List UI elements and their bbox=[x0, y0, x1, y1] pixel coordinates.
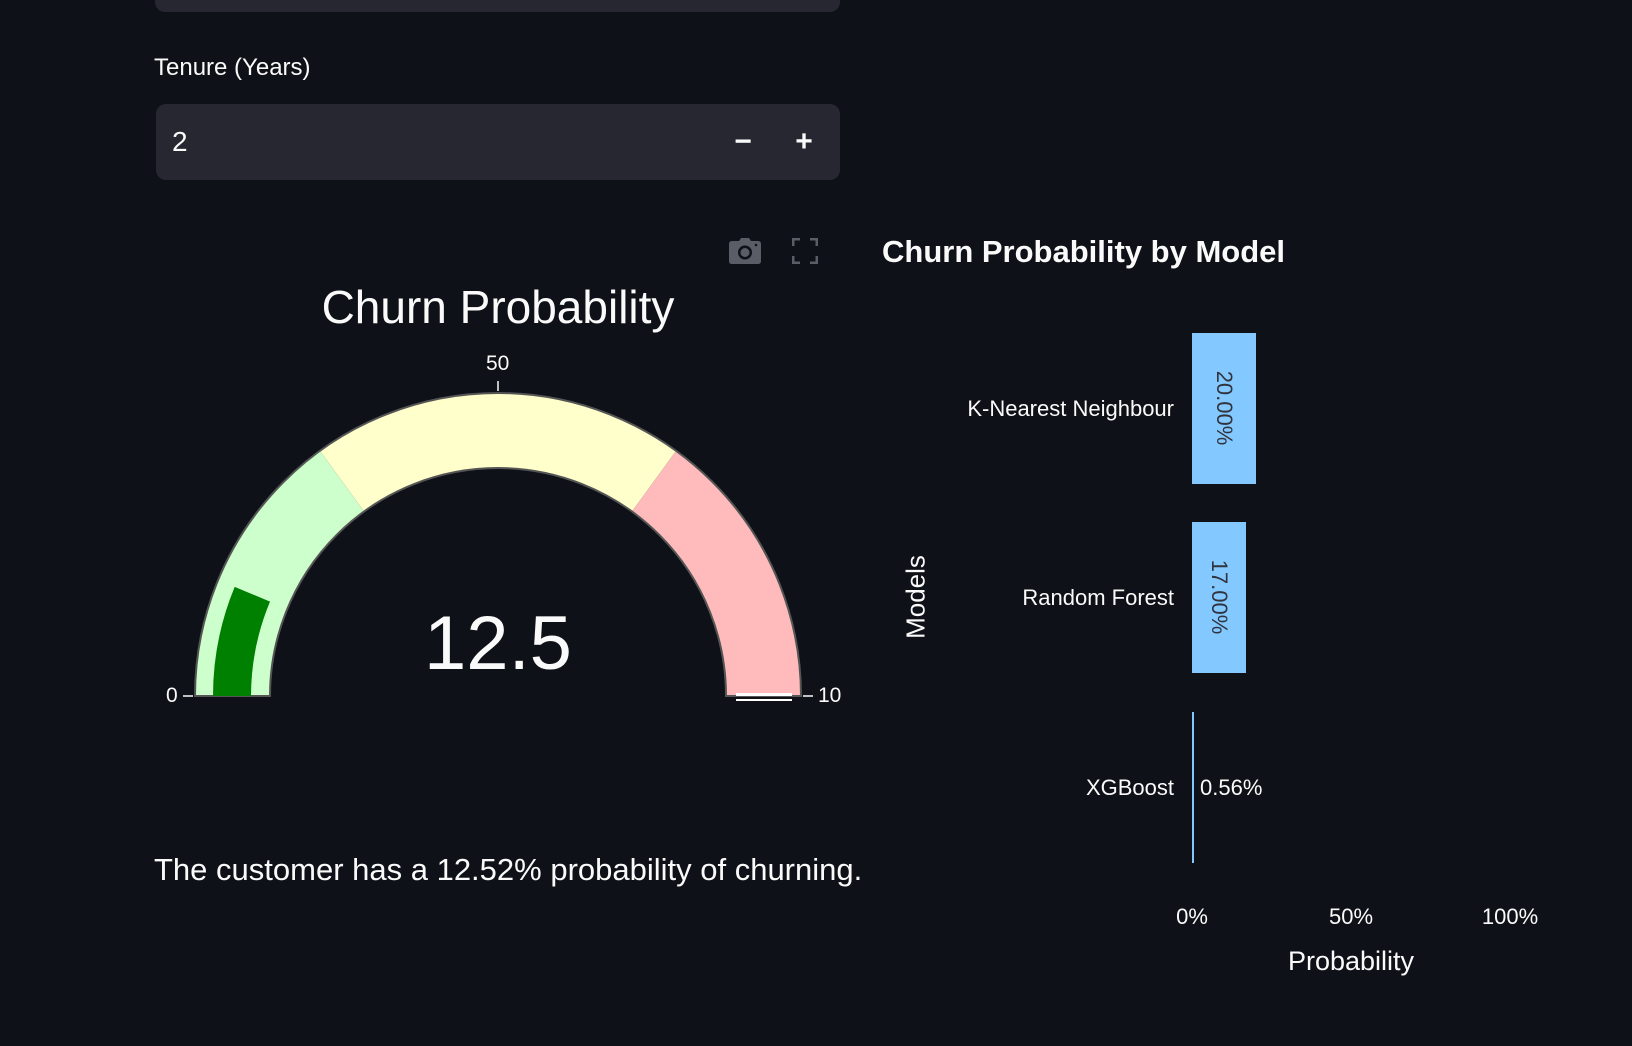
x-tick-100: 100% bbox=[1481, 904, 1539, 929]
bar-value-xgb: 0.56% bbox=[1200, 775, 1263, 800]
category-label-rf: Random Forest bbox=[1022, 585, 1174, 610]
x-axis-label: Probability bbox=[1287, 946, 1415, 976]
gauge-title: Churn Probability bbox=[321, 281, 675, 333]
fullscreen-icon[interactable] bbox=[786, 234, 824, 268]
gauge-threshold bbox=[736, 693, 792, 696]
tenure-label: Tenure (Years) bbox=[154, 54, 311, 81]
category-label-xgb: XGBoost bbox=[1085, 775, 1174, 800]
gauge-step-mid bbox=[319, 393, 677, 512]
gauge-value: 12.5 bbox=[424, 601, 572, 686]
tenure-number-input[interactable]: 2 − + bbox=[156, 104, 840, 180]
previous-input-field[interactable] bbox=[155, 0, 840, 12]
result-text: The customer has a 12.52% probability of… bbox=[154, 852, 863, 887]
plot-modebar bbox=[726, 234, 824, 268]
gauge-tick-min: 0 bbox=[166, 684, 178, 707]
bar-value-knn: 20.00% bbox=[1212, 370, 1237, 446]
bar-chart-title: Churn Probability by Model bbox=[882, 234, 1286, 269]
decrement-button[interactable]: − bbox=[734, 125, 752, 158]
gauge-tick-mid: 50 bbox=[486, 352, 510, 375]
category-label-knn: K-Nearest Neighbour bbox=[967, 396, 1174, 421]
bar-knn[interactable]: 20.00% bbox=[1192, 333, 1256, 484]
gauge-tick-max: 10 bbox=[818, 684, 842, 707]
increment-button[interactable]: + bbox=[795, 125, 813, 158]
gauge-step-high bbox=[632, 450, 801, 696]
gauge-value-bar bbox=[213, 586, 270, 696]
x-tick-50: 50% bbox=[1328, 904, 1374, 929]
bar-xgb[interactable] bbox=[1192, 712, 1194, 863]
tenure-value[interactable]: 2 bbox=[172, 126, 188, 157]
bar-value-rf: 17.00% bbox=[1207, 559, 1232, 635]
y-axis-label: Models bbox=[900, 555, 931, 639]
camera-icon[interactable] bbox=[726, 234, 764, 268]
bar-rf[interactable]: 17.00% bbox=[1192, 522, 1246, 673]
x-tick-0: 0% bbox=[1176, 904, 1208, 929]
